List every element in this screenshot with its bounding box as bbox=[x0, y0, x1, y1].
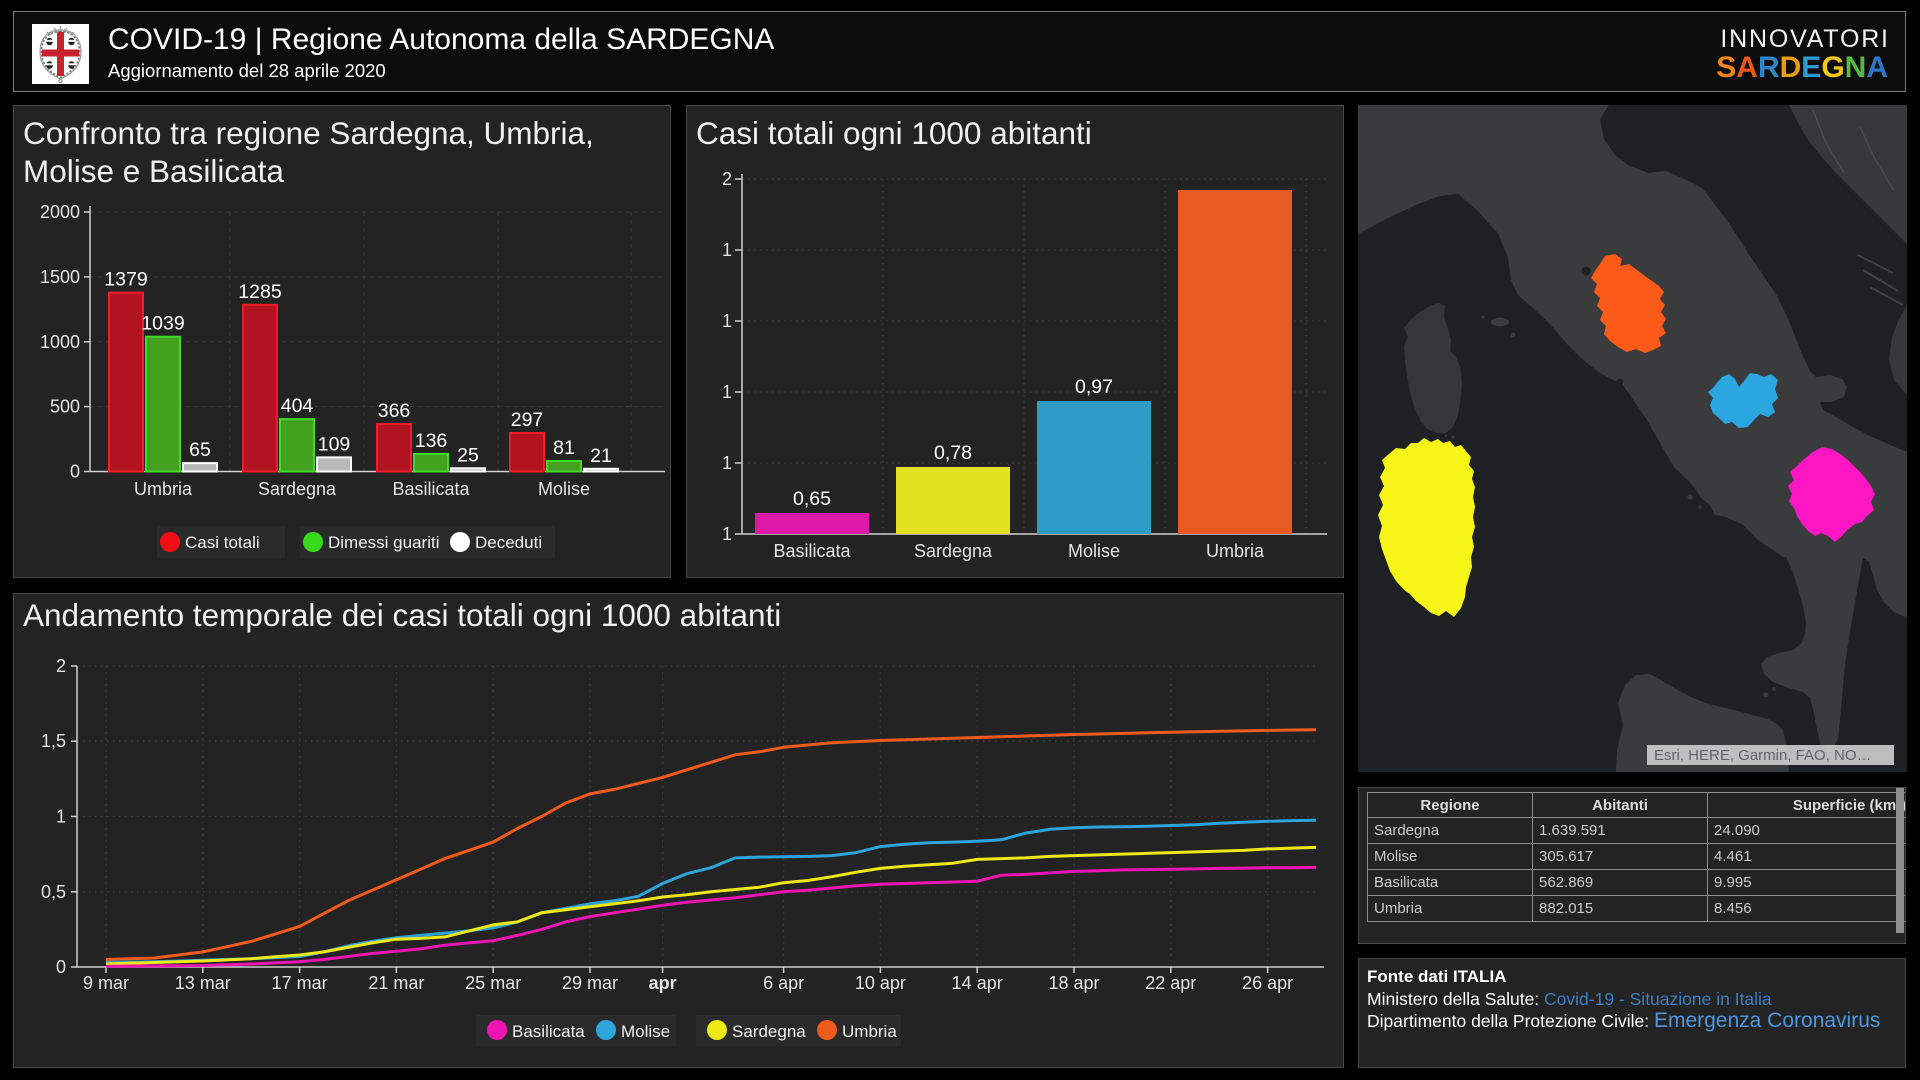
svg-text:Dimessi guariti: Dimessi guariti bbox=[328, 533, 439, 552]
svg-text:0: 0 bbox=[56, 957, 66, 977]
svg-text:Basilicata: Basilicata bbox=[773, 541, 851, 561]
svg-text:81: 81 bbox=[553, 437, 575, 459]
svg-text:Deceduti: Deceduti bbox=[475, 533, 542, 552]
svg-text:1379: 1379 bbox=[104, 269, 147, 291]
svg-text:1: 1 bbox=[722, 382, 732, 402]
svg-text:0,97: 0,97 bbox=[1075, 376, 1113, 398]
svg-text:109: 109 bbox=[318, 433, 351, 455]
svg-text:404: 404 bbox=[281, 395, 314, 417]
svg-text:Sardegna: Sardegna bbox=[732, 1022, 806, 1041]
svg-text:10 apr: 10 apr bbox=[855, 973, 906, 993]
svg-text:1: 1 bbox=[56, 807, 66, 827]
svg-text:Basilicata: Basilicata bbox=[392, 479, 470, 499]
svg-text:6 apr: 6 apr bbox=[763, 973, 804, 993]
svg-text:297: 297 bbox=[511, 409, 544, 431]
svg-text:500: 500 bbox=[50, 397, 80, 417]
svg-text:Umbria: Umbria bbox=[1206, 541, 1265, 561]
svg-text:Umbria: Umbria bbox=[842, 1022, 897, 1041]
svg-text:Sardegna: Sardegna bbox=[914, 541, 993, 561]
svg-text:1,5: 1,5 bbox=[41, 731, 66, 751]
svg-text:13 mar: 13 mar bbox=[175, 973, 231, 993]
svg-text:25 mar: 25 mar bbox=[465, 973, 521, 993]
svg-text:1: 1 bbox=[722, 240, 732, 260]
svg-text:65: 65 bbox=[189, 439, 211, 461]
svg-text:1: 1 bbox=[722, 524, 732, 544]
svg-text:14 apr: 14 apr bbox=[952, 973, 1003, 993]
svg-text:17 mar: 17 mar bbox=[272, 973, 328, 993]
svg-text:1500: 1500 bbox=[40, 267, 80, 287]
svg-text:0,65: 0,65 bbox=[793, 488, 831, 510]
svg-text:Molise: Molise bbox=[621, 1022, 670, 1041]
svg-text:2000: 2000 bbox=[40, 202, 80, 222]
svg-text:Molise: Molise bbox=[1068, 541, 1120, 561]
svg-text:Casi totali: Casi totali bbox=[185, 533, 260, 552]
svg-text:Umbria: Umbria bbox=[134, 479, 193, 499]
svg-text:0,5: 0,5 bbox=[41, 882, 66, 902]
svg-text:29 mar: 29 mar bbox=[562, 973, 618, 993]
svg-text:26 apr: 26 apr bbox=[1242, 973, 1293, 993]
svg-text:1: 1 bbox=[722, 311, 732, 331]
svg-text:Basilicata: Basilicata bbox=[512, 1022, 585, 1041]
svg-text:Sardegna: Sardegna bbox=[258, 479, 337, 499]
svg-text:1285: 1285 bbox=[238, 281, 282, 303]
svg-text:1039: 1039 bbox=[141, 313, 184, 335]
svg-text:Esri, HERE, Garmin, FAO, NO…: Esri, HERE, Garmin, FAO, NO… bbox=[1654, 747, 1872, 764]
svg-text:21: 21 bbox=[590, 445, 612, 467]
svg-text:2: 2 bbox=[722, 169, 732, 189]
svg-text:25: 25 bbox=[457, 444, 479, 466]
svg-text:136: 136 bbox=[415, 430, 448, 452]
svg-text:0,78: 0,78 bbox=[934, 442, 972, 464]
svg-text:366: 366 bbox=[378, 400, 411, 422]
svg-text:2: 2 bbox=[56, 656, 66, 676]
svg-text:apr: apr bbox=[649, 973, 677, 993]
svg-text:1000: 1000 bbox=[40, 332, 80, 352]
svg-text:0: 0 bbox=[70, 462, 80, 482]
svg-text:22 apr: 22 apr bbox=[1145, 973, 1196, 993]
svg-text:18 apr: 18 apr bbox=[1048, 973, 1099, 993]
svg-text:21 mar: 21 mar bbox=[368, 973, 424, 993]
svg-text:9 mar: 9 mar bbox=[83, 973, 129, 993]
svg-text:Molise: Molise bbox=[538, 479, 590, 499]
svg-text:1: 1 bbox=[722, 453, 732, 473]
